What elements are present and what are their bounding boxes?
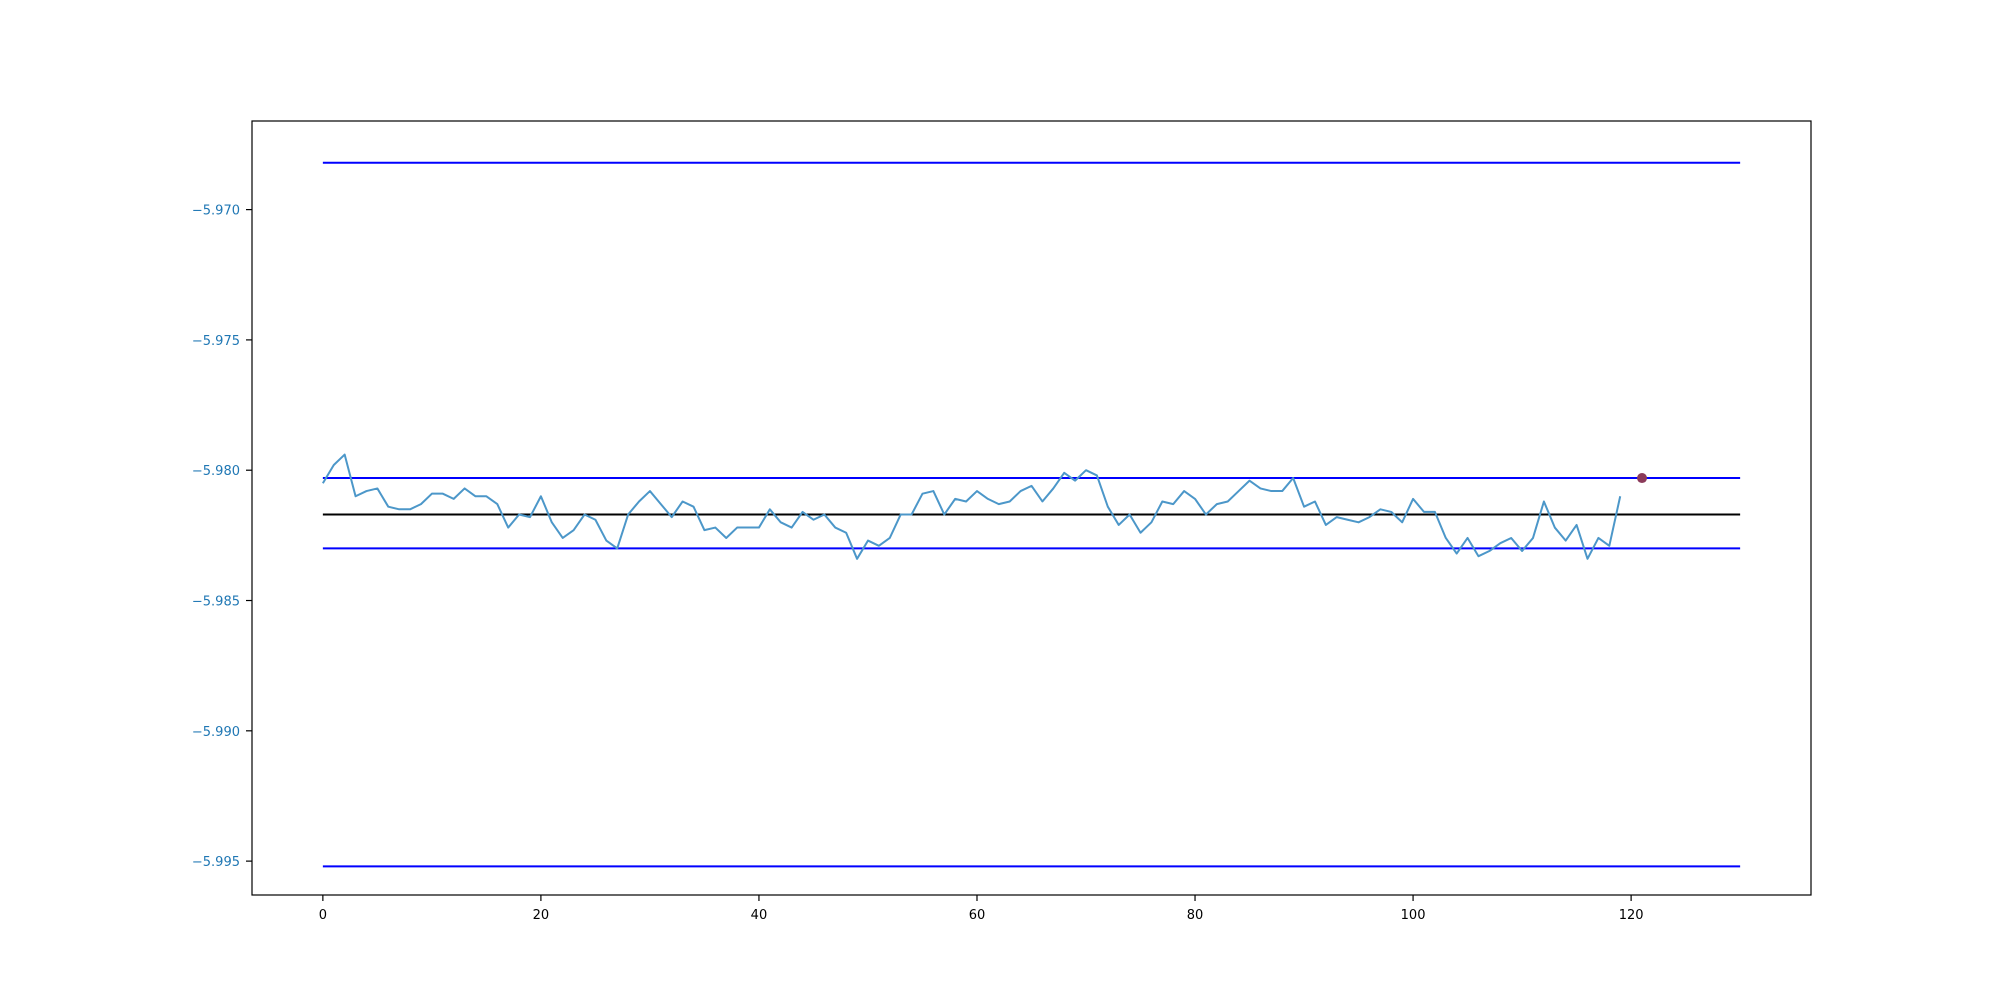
y-tick-label: −5.975 <box>192 334 240 349</box>
y-tick-label: −5.995 <box>192 855 240 870</box>
y-tick-label: −5.985 <box>192 595 240 610</box>
x-tick-label: 20 <box>533 908 550 923</box>
y-tick-label: −5.990 <box>192 725 240 740</box>
x-tick-label: 120 <box>1619 908 1644 923</box>
x-tick-label: 40 <box>751 908 768 923</box>
plot-area <box>322 161 1741 868</box>
x-tick-label: 60 <box>969 908 986 923</box>
y-tick-label: −5.980 <box>192 464 240 479</box>
series-line <box>322 453 1622 560</box>
axes-frame <box>251 120 1812 896</box>
highlight-marker <box>1637 473 1648 484</box>
x-tick-label: 100 <box>1401 908 1426 923</box>
x-tick-label: 80 <box>1187 908 1204 923</box>
axes: 0 20 40 60 80 100 120 −5.970 −5.975 −5.980 −5.985 −… <box>192 120 1812 923</box>
x-tick-label: 0 <box>319 908 327 923</box>
y-tick-label: −5.970 <box>192 204 240 219</box>
